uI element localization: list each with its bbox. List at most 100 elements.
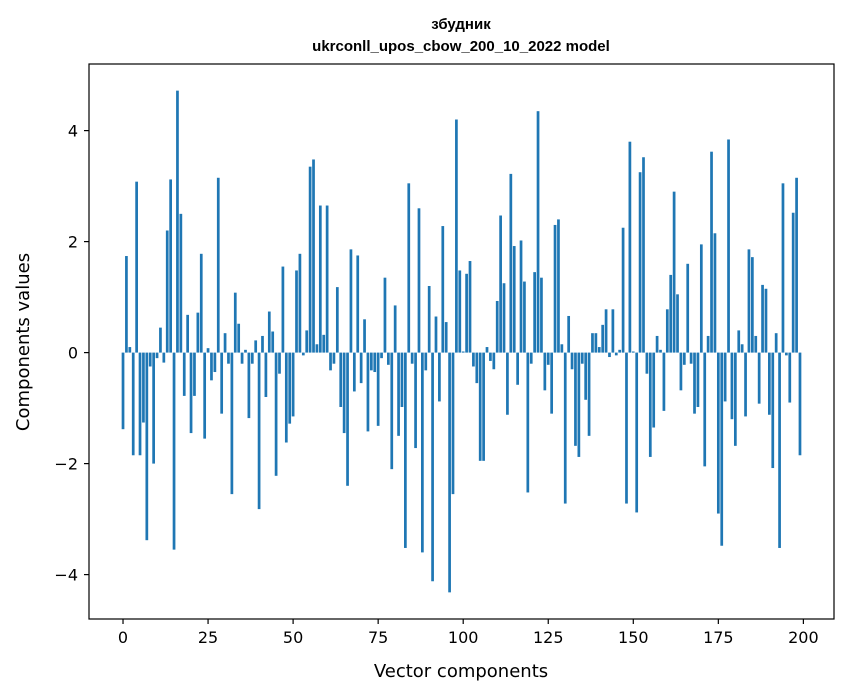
bar [795,177,798,353]
x-tick-label: 175 [703,628,734,647]
bar [774,333,778,353]
y-axis-ticks: −4 −2 0 2 4 [54,122,89,585]
bar [754,335,758,353]
bar [662,352,666,411]
bar [152,352,155,464]
bar [499,215,502,353]
bar [791,212,795,353]
bar [451,352,455,495]
bar [699,244,703,353]
bar [233,292,237,353]
bar [179,213,183,353]
bar [145,352,149,541]
bar [506,352,509,415]
bar [472,352,475,367]
bar [625,352,628,504]
bar [584,352,588,400]
bar [465,273,468,353]
bar [142,352,145,423]
bar [798,352,802,456]
bar [182,352,186,396]
y-tick-label: 4 [68,122,78,141]
bar [240,352,244,364]
bar [659,349,662,353]
bar [121,352,125,430]
bar [733,352,737,446]
bar [387,352,390,365]
bar [570,352,574,370]
bar-series [121,90,802,593]
y-axis-label: Components values [13,253,34,431]
bar [645,352,649,374]
bar [689,352,693,364]
bar [686,263,690,353]
bar [308,166,312,353]
x-tick-label: 125 [533,628,564,647]
bar [342,352,346,434]
bar [489,352,492,361]
bar [349,249,353,353]
bar [502,283,506,353]
bar [587,352,591,436]
bar [237,323,241,353]
bar [189,352,193,434]
bar [210,352,213,381]
bar [594,333,598,353]
bar [257,352,261,510]
bar [533,272,536,353]
bar [318,205,322,353]
bar [604,309,608,353]
bar [312,159,315,353]
y-tick-label: 2 [68,233,78,252]
bar [244,349,247,353]
bar [628,141,632,353]
bar [271,331,275,353]
bar [373,352,377,373]
bar [461,351,465,353]
bar [540,277,543,353]
bar [213,352,217,373]
bar [757,352,761,404]
bar [346,352,349,486]
bar [128,347,132,353]
x-axis-ticks: 0 25 50 75 100 125 150 175 200 [118,619,819,647]
bar [322,334,326,353]
bar [478,352,482,461]
bar [356,255,360,353]
bar [366,352,370,432]
bar [764,288,768,353]
bar [557,219,560,353]
bar [455,119,458,353]
bar [560,344,564,353]
bar [788,352,792,403]
bar [159,327,162,353]
bar [703,352,707,467]
bar [206,348,210,353]
bar [614,352,618,356]
bar [720,352,724,546]
bar [648,352,652,457]
bar [431,352,434,582]
x-tick-label: 25 [198,628,218,647]
bar [125,256,128,353]
bar [523,281,526,353]
bar [301,352,305,356]
bar [155,352,159,359]
bar [169,179,172,353]
bar [785,352,788,356]
bar [509,173,513,353]
bar [737,330,741,353]
bar [162,352,166,363]
bar [768,352,771,415]
bar [574,352,577,446]
bar [672,191,676,353]
bar [274,352,278,476]
bar [597,347,601,353]
plot-frame [88,63,835,620]
bar [676,294,679,353]
bar [390,352,394,470]
bar [250,352,254,364]
bar [550,352,554,414]
bar [444,322,448,353]
